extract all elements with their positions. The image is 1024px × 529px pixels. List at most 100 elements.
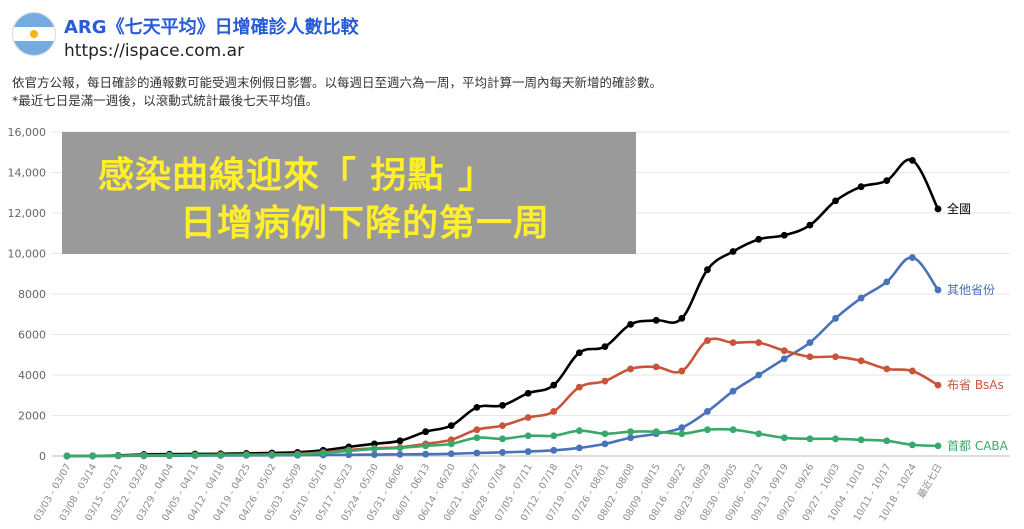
data-point bbox=[883, 437, 891, 445]
data-point bbox=[550, 381, 558, 389]
data-point bbox=[678, 367, 686, 375]
data-point bbox=[908, 441, 916, 449]
data-point bbox=[396, 450, 404, 458]
data-point bbox=[780, 231, 788, 239]
data-point bbox=[934, 381, 942, 389]
data-point bbox=[908, 367, 916, 375]
data-point bbox=[140, 451, 148, 459]
series-end-label: 首都 CABA bbox=[947, 439, 1009, 453]
overlay-headline-1: 感染曲線迎來「 拐點 」 bbox=[98, 155, 496, 196]
data-point bbox=[524, 432, 532, 440]
data-point bbox=[268, 451, 276, 459]
line-chart: 0 2000 4000 6000 8000 10,000 12,000 14,000 16,00… bbox=[8, 126, 1010, 523]
data-point bbox=[934, 442, 942, 450]
data-point bbox=[627, 320, 634, 328]
data-point bbox=[242, 451, 250, 459]
data-point bbox=[857, 183, 865, 191]
data-point bbox=[704, 266, 711, 274]
data-point bbox=[575, 349, 583, 357]
data-point bbox=[524, 414, 532, 421]
data-point bbox=[832, 353, 839, 361]
data-point bbox=[934, 286, 942, 294]
data-point bbox=[832, 314, 839, 322]
data-point bbox=[447, 422, 455, 430]
data-point bbox=[704, 426, 711, 434]
post-header: ARG《七天平均》日增確診人數比較 https://ispace.com.ar bbox=[0, 0, 1024, 70]
data-point bbox=[166, 451, 173, 459]
data-point bbox=[601, 430, 609, 438]
y-tick-label: 14,000 bbox=[8, 167, 47, 180]
description-line-1: 依官方公報，每日確診的通報數可能受週末例假日影響。以每週日至週六為一周，平均計算… bbox=[12, 75, 663, 90]
data-point bbox=[729, 248, 737, 255]
series-end-label: 布省 BsAs bbox=[947, 378, 1004, 392]
data-point bbox=[652, 363, 660, 371]
description: 依官方公報，每日確診的通報數可能受週末例假日影響。以每週日至週六為一周，平均計算… bbox=[12, 74, 662, 110]
data-point bbox=[114, 452, 122, 460]
data-point bbox=[499, 435, 506, 443]
data-point bbox=[447, 450, 455, 458]
data-point bbox=[524, 448, 532, 455]
data-point bbox=[627, 428, 634, 436]
data-point bbox=[396, 437, 404, 445]
data-point bbox=[652, 428, 660, 436]
data-point bbox=[422, 428, 430, 436]
data-point bbox=[729, 426, 737, 434]
data-point bbox=[89, 452, 97, 460]
data-point bbox=[780, 347, 788, 355]
data-point bbox=[678, 424, 686, 432]
data-point bbox=[473, 434, 481, 442]
data-point bbox=[422, 442, 430, 450]
data-point bbox=[371, 445, 378, 453]
data-point bbox=[806, 221, 814, 229]
y-tick-label: 12,000 bbox=[8, 207, 47, 220]
data-point bbox=[217, 451, 225, 459]
overlay-banner bbox=[62, 132, 636, 254]
data-point bbox=[780, 434, 788, 442]
series-end-label: 全國 bbox=[947, 201, 971, 216]
data-point bbox=[550, 432, 558, 440]
data-point bbox=[627, 365, 634, 373]
y-tick-label: 2000 bbox=[18, 410, 46, 423]
data-point bbox=[755, 371, 763, 379]
y-tick-label: 16,000 bbox=[8, 126, 47, 139]
y-tick-label: 8000 bbox=[18, 288, 46, 301]
data-point bbox=[934, 205, 942, 213]
x-tick-label: 最近七日 bbox=[915, 462, 944, 501]
data-point bbox=[371, 451, 378, 458]
data-point bbox=[755, 235, 763, 243]
data-point bbox=[832, 197, 839, 205]
data-point bbox=[601, 377, 609, 385]
y-tick-label: 10,000 bbox=[8, 248, 47, 261]
data-point bbox=[857, 294, 865, 302]
data-point bbox=[319, 449, 327, 457]
data-point bbox=[601, 343, 609, 351]
data-point bbox=[499, 448, 506, 456]
data-point bbox=[729, 339, 737, 346]
data-point bbox=[883, 177, 891, 184]
data-point bbox=[908, 156, 916, 164]
data-point bbox=[63, 452, 71, 460]
data-point bbox=[755, 430, 763, 438]
chart-title: ARG《七天平均》日增確診人數比較 bbox=[64, 17, 359, 38]
y-tick-label: 6000 bbox=[18, 329, 46, 342]
data-point bbox=[908, 254, 916, 261]
data-point bbox=[780, 355, 788, 363]
data-point bbox=[550, 408, 558, 415]
data-point bbox=[857, 357, 865, 365]
source-url[interactable]: https://ispace.com.ar bbox=[64, 41, 245, 61]
data-point bbox=[627, 434, 634, 442]
data-point bbox=[499, 401, 506, 409]
data-point bbox=[704, 337, 711, 344]
data-point bbox=[883, 278, 891, 286]
data-point bbox=[473, 404, 481, 411]
data-point bbox=[575, 427, 583, 435]
data-point bbox=[883, 365, 891, 373]
data-point bbox=[806, 339, 814, 346]
data-point bbox=[652, 316, 660, 324]
data-point bbox=[294, 450, 301, 458]
data-point bbox=[345, 447, 353, 455]
data-point bbox=[832, 435, 839, 443]
overlay-headline-2: 日增病例下降的第一周 bbox=[180, 203, 551, 244]
data-point bbox=[422, 450, 430, 458]
argentina-flag-avatar[interactable] bbox=[12, 12, 56, 56]
